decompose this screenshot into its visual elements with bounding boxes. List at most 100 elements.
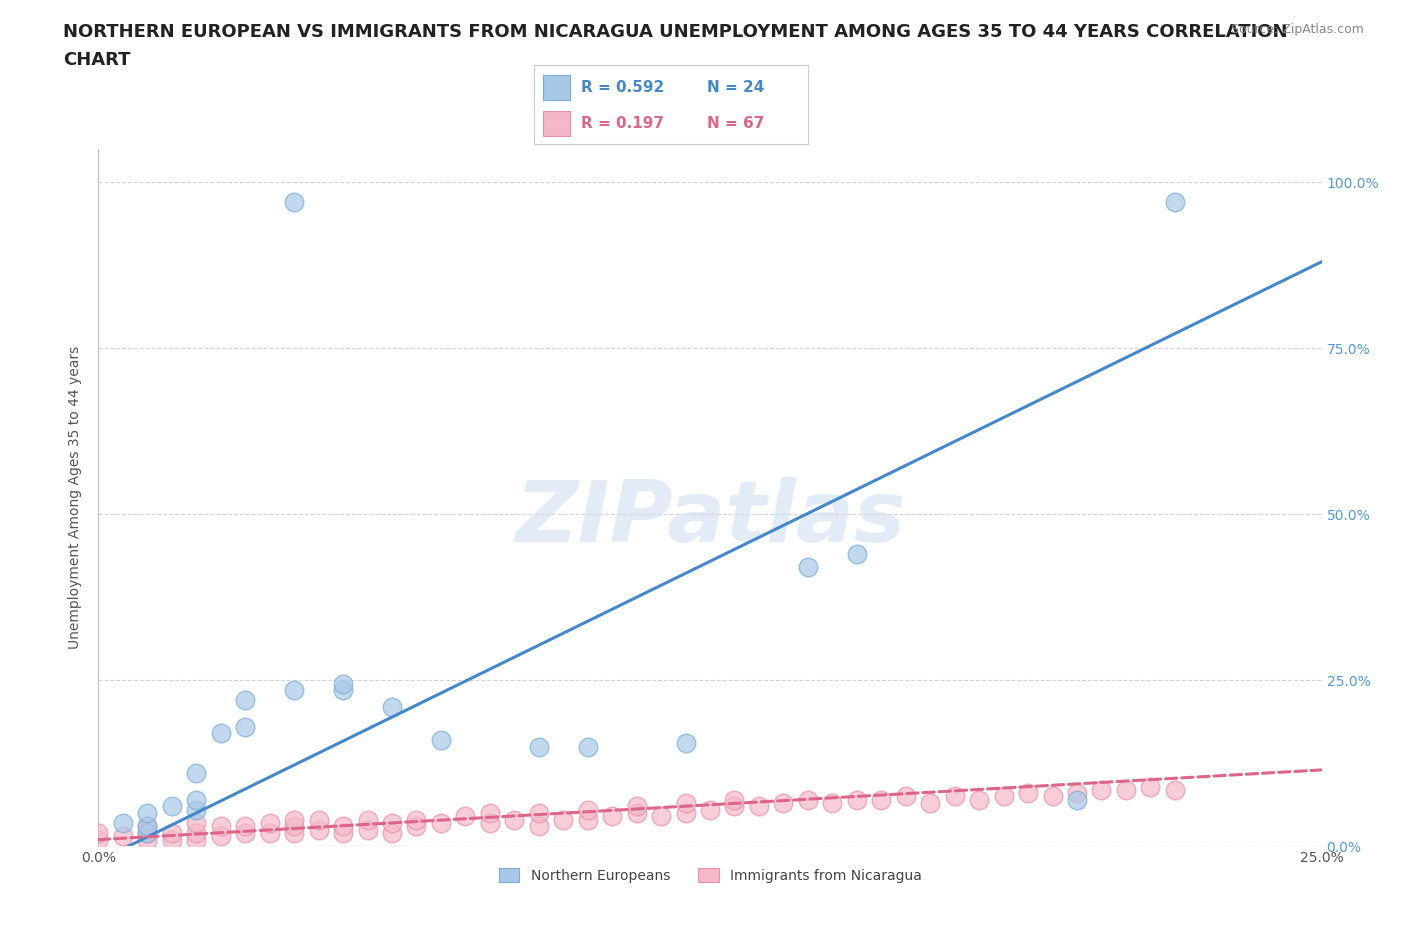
Point [308,822,330,837]
Point [454,809,477,824]
Point [209,829,232,844]
Text: N = 67: N = 67 [707,116,765,131]
Point [186,792,208,807]
Point [894,789,917,804]
Point [405,819,427,834]
Point [233,693,256,708]
Text: R = 0.197: R = 0.197 [581,116,664,131]
Point [233,719,256,734]
Point [356,812,378,827]
Bar [543,74,569,100]
Point [1139,779,1161,794]
Point [356,822,378,837]
Y-axis label: Unemployment Among Ages 35 to 44 years: Unemployment Among Ages 35 to 44 years [69,346,83,649]
Point [600,809,623,824]
Point [1042,789,1064,804]
Point [332,676,354,691]
Point [259,816,281,830]
Point [675,805,697,820]
Point [136,832,159,847]
Legend: Northern Europeans, Immigrants from Nicaragua: Northern Europeans, Immigrants from Nica… [494,862,927,888]
Point [136,826,159,841]
Point [381,826,404,841]
Point [332,826,354,841]
Point [527,819,550,834]
Point [87,832,110,847]
Point [283,194,305,209]
Point [111,829,134,844]
Point [527,805,550,820]
Point [527,739,550,754]
Point [748,799,770,814]
Text: NORTHERN EUROPEAN VS IMMIGRANTS FROM NICARAGUA UNEMPLOYMENT AMONG AGES 35 TO 44 : NORTHERN EUROPEAN VS IMMIGRANTS FROM NIC… [63,23,1288,41]
Point [845,547,868,562]
Point [111,816,134,830]
Point [1066,792,1088,807]
Point [405,812,427,827]
Point [381,699,404,714]
Point [553,812,575,827]
Point [503,812,526,827]
Point [136,805,159,820]
Point [967,792,990,807]
Point [993,789,1015,804]
Point [233,819,256,834]
Point [478,805,501,820]
Point [160,799,183,814]
Point [675,796,697,811]
Point [186,816,208,830]
Point [626,805,648,820]
Point [1164,782,1187,797]
Point [186,803,208,817]
Point [626,799,648,814]
Point [186,832,208,847]
Point [283,826,305,841]
Point [699,803,721,817]
Point [160,826,183,841]
Point [723,792,745,807]
Point [186,826,208,841]
Point [1164,194,1187,209]
Point [1115,782,1137,797]
Point [920,796,942,811]
Text: Source: ZipAtlas.com: Source: ZipAtlas.com [1230,23,1364,36]
Point [943,789,966,804]
Point [797,792,820,807]
Point [136,826,159,841]
Point [821,796,844,811]
Bar [543,111,569,137]
Point [430,733,453,748]
Point [1017,786,1039,801]
Text: ZIPatlas: ZIPatlas [515,477,905,560]
Point [283,683,305,698]
Point [186,765,208,780]
Point [87,826,110,841]
Point [845,792,868,807]
Point [870,792,893,807]
Point [478,816,501,830]
Point [332,819,354,834]
Point [1090,782,1112,797]
Point [430,816,453,830]
Point [209,726,232,741]
Point [381,816,404,830]
Point [259,826,281,841]
Point [209,819,232,834]
Point [233,826,256,841]
Point [160,832,183,847]
Point [576,739,599,754]
Point [136,819,159,834]
Point [308,812,330,827]
Point [675,736,697,751]
Point [576,803,599,817]
Point [1066,786,1088,801]
Point [650,809,672,824]
Point [283,812,305,827]
Point [797,560,820,575]
Point [772,796,794,811]
Point [283,819,305,834]
Text: R = 0.592: R = 0.592 [581,80,664,95]
Text: N = 24: N = 24 [707,80,765,95]
Point [723,799,745,814]
Point [136,819,159,834]
